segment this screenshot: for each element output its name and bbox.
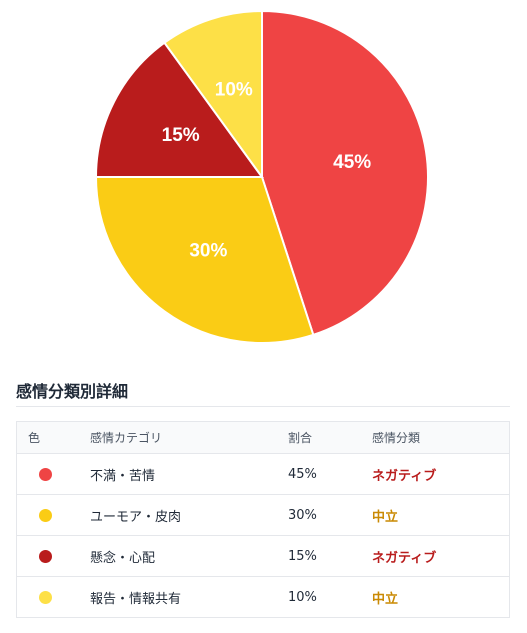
- header-ratio: 割合: [288, 421, 372, 454]
- classification-cell: 中立: [372, 494, 510, 536]
- table-row: 報告・情報共有 10% 中立: [17, 577, 510, 618]
- classification-cell: ネガティブ: [372, 535, 510, 577]
- pie-slice-3: [163, 9, 263, 181]
- category-cell: 不満・苦情: [90, 453, 288, 495]
- color-dot: [39, 508, 52, 522]
- ratio-cell: 45%: [288, 453, 372, 495]
- classification-cell: ネガティブ: [372, 453, 510, 495]
- ratio-cell: 30%: [288, 494, 372, 536]
- detail-table: 色 感情カテゴリ 割合 感情分類 不満・苦情 45% ネガティブ ユーモア・皮肉…: [16, 421, 510, 618]
- title-divider: [16, 406, 510, 407]
- color-dot: [39, 467, 52, 481]
- header-classification: 感情分類: [372, 421, 510, 454]
- section-title: 感情分類別詳細: [16, 382, 129, 401]
- pie-chart: 45% 30% 15% 10%: [94, 9, 429, 344]
- table-row: 懸念・心配 15% ネガティブ: [16, 535, 510, 577]
- pie-slice-label-1: 30%: [189, 240, 227, 261]
- category-cell: 報告・情報共有: [90, 591, 182, 607]
- pie-slice-label-3: 10%: [215, 80, 253, 101]
- ratio-cell: 10%: [288, 589, 317, 605]
- header-category: 感情カテゴリ: [90, 421, 288, 454]
- header-color: 色: [16, 421, 90, 454]
- table-row: 不満・苦情 45% ネガティブ: [16, 453, 510, 495]
- color-dot: [39, 549, 52, 563]
- classification-cell: 中立: [372, 591, 399, 607]
- pie-slice-1: [94, 176, 315, 344]
- pie-slice-label-2: 15%: [162, 125, 200, 146]
- ratio-cell: 15%: [288, 535, 372, 577]
- table-header-row: 色 感情カテゴリ 割合 感情分類: [16, 421, 510, 454]
- pie-chart-area: 45% 30% 15% 10%: [94, 9, 429, 344]
- pie-slice-0: [261, 9, 429, 337]
- category-cell: 懸念・心配: [90, 535, 288, 577]
- pie-slice-label-0: 45%: [333, 152, 371, 173]
- table-row: ユーモア・皮肉 30% 中立: [16, 494, 510, 536]
- pie-slice-2: [94, 41, 264, 178]
- category-cell: ユーモア・皮肉: [90, 494, 288, 536]
- color-dot: [39, 590, 52, 604]
